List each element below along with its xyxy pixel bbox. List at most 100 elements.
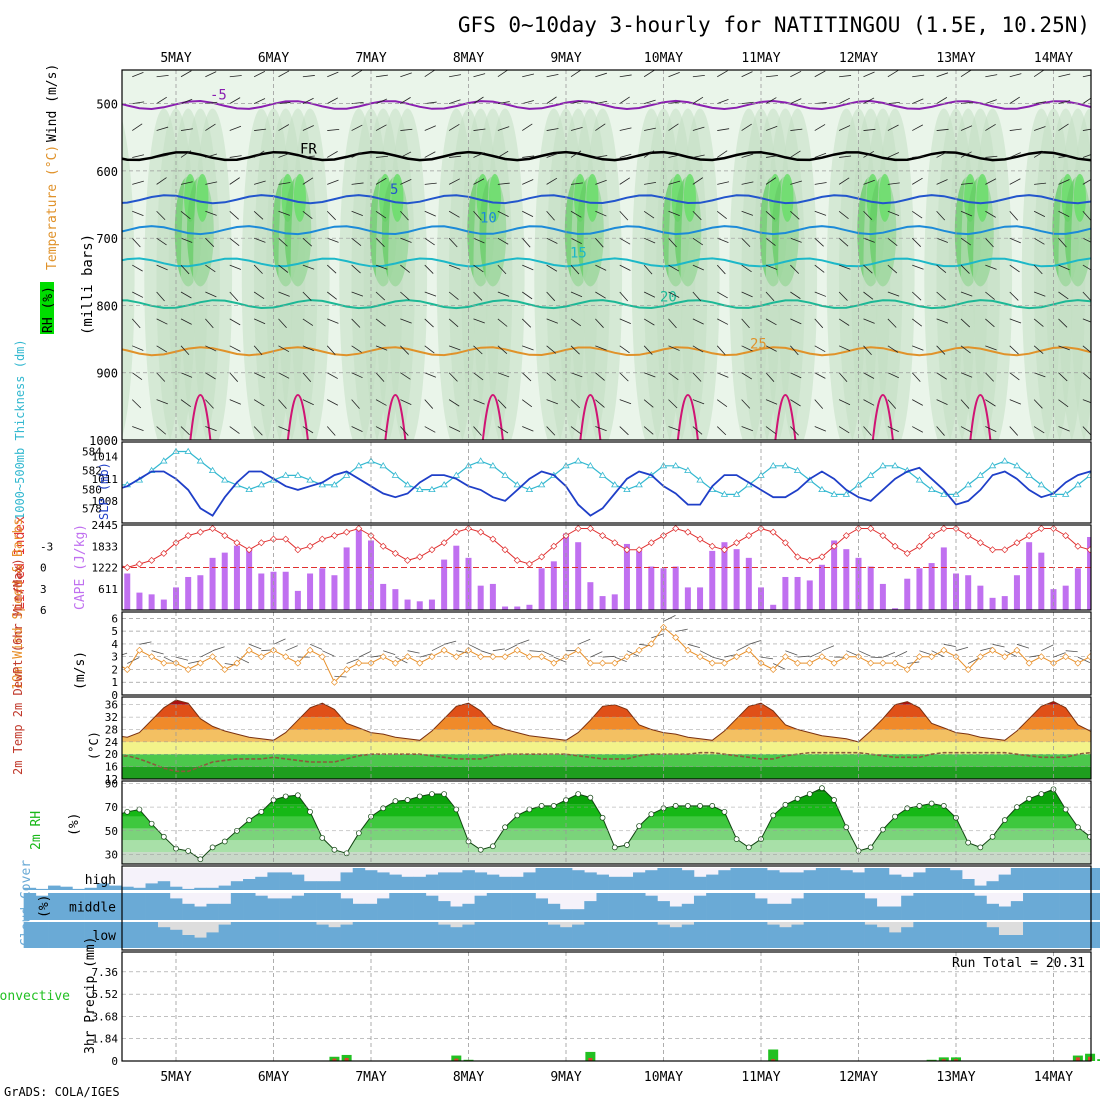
wind-barb <box>108 400 117 408</box>
wind-barb <box>351 152 363 158</box>
temp-band <box>122 766 1091 779</box>
wind-barb <box>205 399 214 409</box>
cape-bar <box>282 571 289 610</box>
thickness-point <box>793 466 802 473</box>
cape-bar <box>538 568 545 610</box>
wind-barb <box>108 346 116 355</box>
precip-label: Total / Rain Convective <box>0 989 70 1004</box>
wind-barb <box>619 264 631 271</box>
wind-barb <box>960 70 972 78</box>
lifted-index-point <box>452 528 460 536</box>
wind-barb <box>717 318 729 325</box>
wind-barb <box>570 399 580 409</box>
wind-barb <box>1058 123 1069 131</box>
wind-barb <box>863 210 873 221</box>
wind-barb <box>619 399 632 405</box>
cape-bar <box>392 589 399 610</box>
precip-conv-bar <box>1075 1057 1080 1061</box>
wind-barb <box>473 73 486 78</box>
wind-barb <box>205 71 217 78</box>
wind-barb <box>1033 318 1044 327</box>
wind-barb <box>570 210 582 218</box>
wind-barb <box>741 399 751 409</box>
cloud-cell <box>486 874 500 890</box>
wind-barb <box>59 238 67 247</box>
lifted-index-point <box>781 539 789 547</box>
wind-barb <box>985 291 995 300</box>
x-tick-label-top: 7MAY <box>355 51 386 66</box>
cape-bar <box>258 573 265 610</box>
cloud-cell <box>291 895 305 920</box>
rh-point <box>709 803 716 809</box>
thickness-point <box>391 471 400 478</box>
cloud-cell <box>352 868 366 890</box>
surface-wind-barb <box>748 640 761 645</box>
cape-bar <box>343 547 350 610</box>
wind-barb <box>790 264 800 274</box>
wind-barb <box>863 345 872 355</box>
wind-barb <box>497 372 510 378</box>
wind-barb <box>1058 399 1069 408</box>
wind-barb <box>692 264 705 271</box>
surface-wind-barb <box>139 641 152 645</box>
cloud-cell <box>559 909 573 920</box>
cloud-cell <box>657 868 670 890</box>
surface-wind-barb <box>602 655 615 658</box>
rh-point <box>526 806 533 813</box>
isotherm-line <box>122 225 1091 236</box>
wind-speed-point <box>830 659 838 667</box>
cloud-cell <box>267 898 280 920</box>
cape-bar <box>1062 585 1069 610</box>
surface-wind-barb <box>846 650 859 657</box>
cloud-cell <box>169 886 183 890</box>
surface-wind-barb <box>992 643 1005 648</box>
rh-point <box>355 830 362 837</box>
wind-barb <box>205 123 216 131</box>
wind-barb <box>1009 128 1022 131</box>
surface-wind-barb <box>882 652 896 658</box>
lifted-index-point <box>720 546 728 554</box>
wind-barb <box>400 128 413 131</box>
wind-barb <box>765 237 776 246</box>
y-tick-label: 700 <box>96 232 118 246</box>
surface-wind-barb <box>273 638 286 645</box>
cloud-frame <box>121 865 1092 951</box>
wind-speed-point <box>306 646 314 654</box>
x-tick-label-top: 13MAY <box>936 51 975 66</box>
isotherm-label: -5 <box>210 88 227 104</box>
wind-barb <box>205 372 216 380</box>
wind-barb <box>278 152 290 158</box>
wind-barb <box>936 345 946 355</box>
wind-barb <box>790 291 801 299</box>
wind-barb <box>35 70 45 77</box>
wind-barb <box>985 155 998 158</box>
wind-barb <box>497 101 510 105</box>
lifted-index-point <box>63 543 69 549</box>
precip-tick-label: 1.84 <box>92 1033 119 1046</box>
wind-speed-point <box>513 646 521 654</box>
surface-wind-barb <box>309 643 323 650</box>
wind-barb <box>278 124 290 131</box>
cloud-cell <box>986 927 999 948</box>
slp-tick-label: 1011 <box>92 473 119 486</box>
dewpoint-line <box>122 751 1091 773</box>
cloud-cell <box>401 876 414 890</box>
wind-barb <box>205 181 218 185</box>
wind-barb <box>1058 372 1068 382</box>
wind-barb <box>35 151 45 158</box>
cloud-cell <box>182 935 195 948</box>
wind-barb <box>302 97 314 104</box>
wind-barb <box>473 178 485 185</box>
cloud-cell <box>377 922 390 948</box>
thickness-point <box>684 466 692 473</box>
wind-barb <box>985 74 998 78</box>
wind-barb <box>375 399 387 406</box>
lifted-index-point <box>330 532 338 540</box>
cape-frame <box>121 524 1092 611</box>
x-tick-label-top: 6MAY <box>258 51 289 66</box>
wind-barb <box>1033 291 1046 297</box>
isotherm-line <box>122 150 1091 162</box>
cloud-cell <box>767 870 780 890</box>
cloud-cell <box>754 922 768 948</box>
wind-speed-point <box>708 659 716 667</box>
